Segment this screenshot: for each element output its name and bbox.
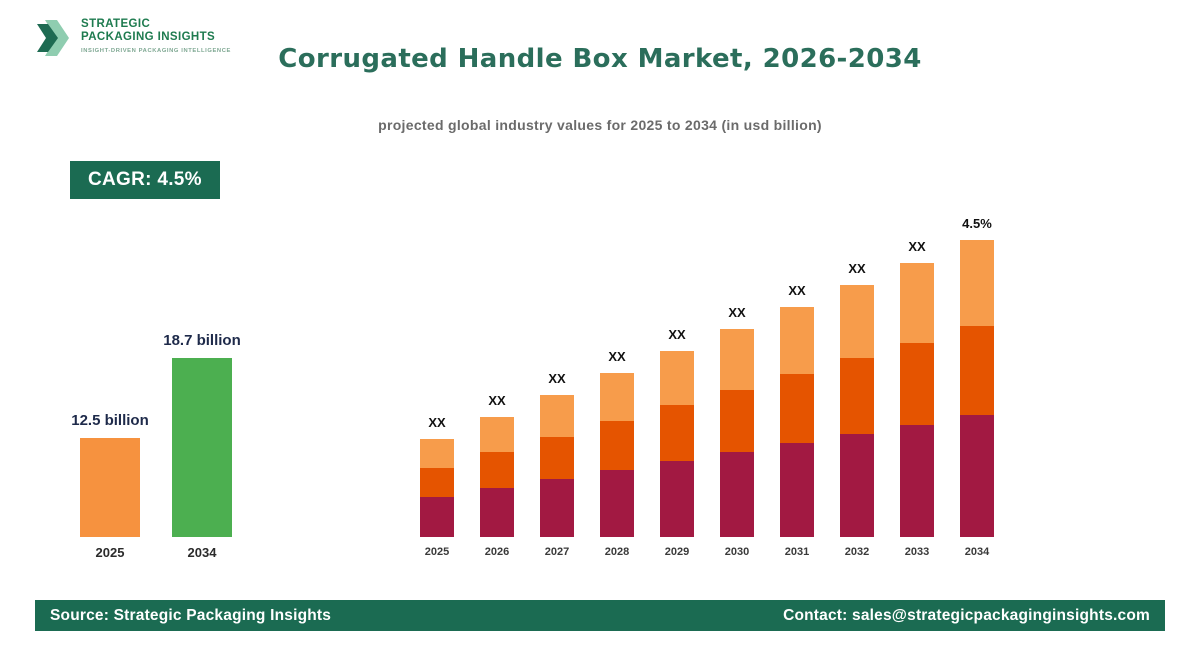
stacked-bar-top-label: XX bbox=[488, 393, 506, 408]
logo-line2: PACKAGING INSIGHTS bbox=[81, 31, 216, 44]
stacked-segment-middle-2032 bbox=[840, 358, 874, 434]
stacked-segment-bottom-2029 bbox=[660, 461, 694, 537]
stacked-bar-year-label: 2033 bbox=[904, 546, 930, 558]
stacked-segment-middle-2034 bbox=[960, 326, 994, 415]
mini-bar-value-label: 18.7 billion bbox=[163, 332, 241, 349]
mini-bar-chart: 12.5 billion 2025 18.7 billion 2034 bbox=[70, 322, 245, 562]
brand-logo: STRATEGIC PACKAGING INSIGHTS INSIGHT-DRI… bbox=[35, 14, 231, 67]
stacked-bar-year-label: 2034 bbox=[964, 546, 990, 558]
stacked-segment-middle-2030 bbox=[720, 390, 754, 452]
stacked-segment-bottom-2032 bbox=[840, 434, 874, 537]
stacked-segment-top-2030 bbox=[720, 329, 754, 390]
logo-chevrons-icon bbox=[35, 14, 73, 67]
stacked-bar-top-label: XX bbox=[548, 371, 566, 386]
footer-contact: Contact: sales@strategicpackaginginsight… bbox=[783, 606, 1150, 624]
mini-bar-2025 bbox=[80, 438, 140, 537]
logo-text: STRATEGIC PACKAGING INSIGHTS INSIGHT-DRI… bbox=[81, 14, 231, 55]
stacked-bar-year-label: 2025 bbox=[424, 546, 450, 558]
mini-bar-year-label: 2034 bbox=[187, 545, 217, 560]
stacked-segment-top-2027 bbox=[540, 395, 574, 437]
stacked-segment-middle-2033 bbox=[900, 343, 934, 425]
footer-source: Source: Strategic Packaging Insights bbox=[50, 606, 332, 624]
stacked-segment-bottom-2027 bbox=[540, 479, 574, 537]
stacked-segment-top-2034 bbox=[960, 240, 994, 326]
mini-bar-value-label: 12.5 billion bbox=[71, 412, 149, 429]
stacked-bar-year-label: 2030 bbox=[724, 546, 750, 558]
stacked-segment-bottom-2031 bbox=[780, 443, 814, 537]
mini-bar-2034 bbox=[172, 358, 232, 537]
cagr-badge: CAGR: 4.5% bbox=[70, 161, 220, 199]
stacked-bar-top-label: 4.5% bbox=[962, 216, 992, 231]
stacked-segment-top-2028 bbox=[600, 373, 634, 421]
stacked-segment-bottom-2034 bbox=[960, 415, 994, 537]
logo-line1: STRATEGIC bbox=[81, 18, 151, 30]
stacked-segment-middle-2027 bbox=[540, 437, 574, 479]
stacked-segment-top-2026 bbox=[480, 417, 514, 452]
stacked-segment-middle-2026 bbox=[480, 452, 514, 488]
stacked-bar-top-label: XX bbox=[908, 239, 926, 254]
stacked-segment-bottom-2033 bbox=[900, 425, 934, 537]
stacked-segment-top-2032 bbox=[840, 285, 874, 358]
stacked-segment-middle-2031 bbox=[780, 374, 814, 443]
stacked-segment-bottom-2030 bbox=[720, 452, 754, 537]
stacked-segment-middle-2025 bbox=[420, 468, 454, 497]
footer-bar: Source: Strategic Packaging Insights Con… bbox=[35, 600, 1165, 631]
stacked-segment-middle-2028 bbox=[600, 421, 634, 470]
stacked-segment-top-2031 bbox=[780, 307, 814, 374]
stacked-bar-year-label: 2028 bbox=[604, 546, 630, 558]
stacked-bar-year-label: 2029 bbox=[664, 546, 690, 558]
logo-tagline: INSIGHT-DRIVEN PACKAGING INTELLIGENCE bbox=[81, 48, 231, 55]
stacked-bar-top-label: XX bbox=[788, 283, 806, 298]
stacked-segment-bottom-2025 bbox=[420, 497, 454, 537]
page-subtitle: projected global industry values for 202… bbox=[378, 117, 822, 133]
stacked-bar-top-label: XX bbox=[608, 349, 626, 364]
stacked-segment-middle-2029 bbox=[660, 405, 694, 461]
stacked-bar-year-label: 2031 bbox=[784, 546, 810, 558]
stacked-segment-bottom-2028 bbox=[600, 470, 634, 537]
stacked-segment-top-2033 bbox=[900, 263, 934, 343]
stacked-bar-year-label: 2027 bbox=[544, 546, 570, 558]
stacked-segment-top-2025 bbox=[420, 439, 454, 468]
stacked-bar-year-label: 2032 bbox=[844, 546, 870, 558]
stacked-segment-bottom-2026 bbox=[480, 488, 514, 537]
stacked-bar-top-label: XX bbox=[668, 327, 686, 342]
mini-bar-year-label: 2025 bbox=[95, 545, 125, 560]
stacked-bar-top-label: XX bbox=[848, 261, 866, 276]
page-title: Corrugated Handle Box Market, 2026-2034 bbox=[278, 44, 922, 74]
stacked-bar-top-label: XX bbox=[428, 415, 446, 430]
stacked-bar-year-label: 2026 bbox=[484, 546, 510, 558]
stacked-bar-top-label: XX bbox=[728, 305, 746, 320]
stacked-segment-top-2029 bbox=[660, 351, 694, 405]
stacked-bar-chart: XX 2025 XX 2026 XX 2027 XX 2028 XX 2029 XX 2030 XX 20… bbox=[420, 210, 1000, 562]
